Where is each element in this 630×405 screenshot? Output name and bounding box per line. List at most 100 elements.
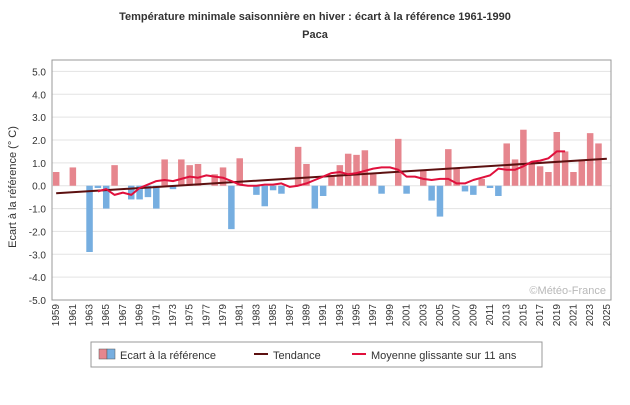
bar — [445, 149, 452, 186]
x-tick-label: 2005 — [435, 304, 446, 327]
x-tick-label: 1959 — [51, 304, 62, 327]
x-tick-label: 2015 — [518, 304, 529, 327]
bar — [178, 159, 185, 186]
bar — [378, 185, 385, 194]
bar — [211, 174, 218, 186]
x-tick-label: 1985 — [268, 304, 279, 327]
bar — [478, 178, 485, 186]
x-tick-label: 2017 — [535, 304, 546, 327]
bar — [278, 185, 285, 194]
bar — [136, 185, 143, 200]
x-tick-label: 1997 — [368, 304, 379, 327]
x-tick-label: 2001 — [402, 304, 413, 327]
bar — [102, 185, 110, 209]
bar — [461, 185, 469, 192]
y-tick-label: 3.0 — [32, 113, 46, 124]
bar — [319, 185, 327, 196]
bar — [161, 159, 168, 186]
y-tick-label: -3.0 — [29, 250, 47, 261]
x-tick-label: 2021 — [568, 304, 579, 327]
y-tick-label: -1.0 — [29, 205, 47, 216]
x-tick-label: 1991 — [318, 304, 329, 327]
bars-group — [52, 129, 602, 252]
bar — [69, 167, 77, 186]
x-tick-label: 1989 — [301, 304, 312, 327]
bar — [369, 174, 377, 186]
legend-box — [90, 341, 543, 368]
chart-subtitle: Paca — [302, 29, 328, 41]
x-tick-label: 1979 — [218, 304, 229, 327]
bar — [236, 158, 243, 186]
bar — [394, 138, 402, 186]
trend-line — [56, 157, 607, 195]
x-tick-label: 1963 — [85, 304, 96, 327]
bar — [420, 169, 427, 186]
bar — [311, 185, 319, 209]
bar — [545, 172, 552, 186]
x-tick-label: 1983 — [251, 304, 262, 327]
x-tick-label: 1969 — [135, 304, 146, 327]
x-tick-label: 1981 — [235, 304, 246, 327]
x-tick-label: 1975 — [185, 304, 196, 327]
bar — [128, 185, 135, 200]
legend-swatch-positive — [98, 348, 108, 360]
bar — [511, 159, 519, 186]
bar — [253, 185, 260, 195]
bar — [52, 172, 60, 186]
y-tick-label: 2.0 — [32, 136, 46, 147]
x-tick-label: 2019 — [552, 304, 563, 327]
legend-label-bars: Ecart à la référence — [120, 350, 216, 362]
legend: Ecart à la référence Tendance Moyenne glis… — [90, 341, 543, 368]
bar — [570, 172, 577, 186]
x-tick-label: 2003 — [418, 304, 429, 327]
bar — [353, 154, 360, 186]
bar — [520, 129, 527, 186]
bar — [344, 153, 352, 186]
chart-title: Température minimale saisonnière en hive… — [119, 11, 511, 23]
bar — [436, 185, 444, 217]
plot-frame — [51, 59, 612, 301]
bar — [553, 132, 561, 186]
bar — [595, 143, 602, 186]
bar — [453, 168, 460, 186]
bar — [428, 185, 435, 201]
legend-label-moving-average: Moyenne glissante sur 11 ans — [371, 350, 517, 362]
y-tick-label: 4.0 — [32, 90, 46, 101]
x-tick-label: 2023 — [585, 304, 596, 327]
y-axis-label: Ecart à la référence (° C) — [7, 126, 19, 248]
moving-average-line — [97, 150, 566, 196]
y-tick-label: 5.0 — [32, 67, 46, 78]
bar — [303, 164, 310, 186]
bar — [486, 185, 494, 188]
x-tick-label: 1977 — [201, 304, 212, 327]
y-tick-label: -5.0 — [29, 296, 47, 307]
x-tick-label: 1993 — [335, 304, 346, 327]
x-tick-label: 1961 — [68, 304, 79, 327]
axes-group: -5.0 -4.0 -3.0 -2.0 -1.0 0.0 1.0 2.0 3.0 4.0 5.0 19… — [29, 59, 613, 327]
x-tick-label: 1995 — [352, 304, 363, 327]
bar — [144, 185, 152, 198]
y-tick-label: -2.0 — [29, 227, 47, 238]
bar — [361, 150, 369, 186]
bar — [528, 162, 535, 186]
lines-group — [56, 150, 607, 196]
bar — [94, 185, 102, 188]
x-tick-label: 2007 — [452, 304, 463, 327]
bar — [495, 185, 502, 196]
watermark: ©Météo-France — [529, 285, 606, 297]
bar — [186, 165, 193, 186]
bar — [578, 159, 586, 186]
x-tick-label: 1987 — [285, 304, 296, 327]
x-tick-label: 2025 — [602, 304, 613, 327]
bar — [261, 185, 269, 207]
x-tick-label: 1999 — [385, 304, 396, 327]
y-tick-label: -4.0 — [29, 273, 47, 284]
legend-swatch-negative — [106, 348, 116, 360]
x-tick-label: 1967 — [118, 304, 129, 327]
bar — [328, 175, 335, 186]
bar — [269, 185, 277, 191]
bar — [536, 166, 544, 186]
bar — [169, 185, 177, 190]
y-tick-label: 1.0 — [32, 159, 46, 170]
